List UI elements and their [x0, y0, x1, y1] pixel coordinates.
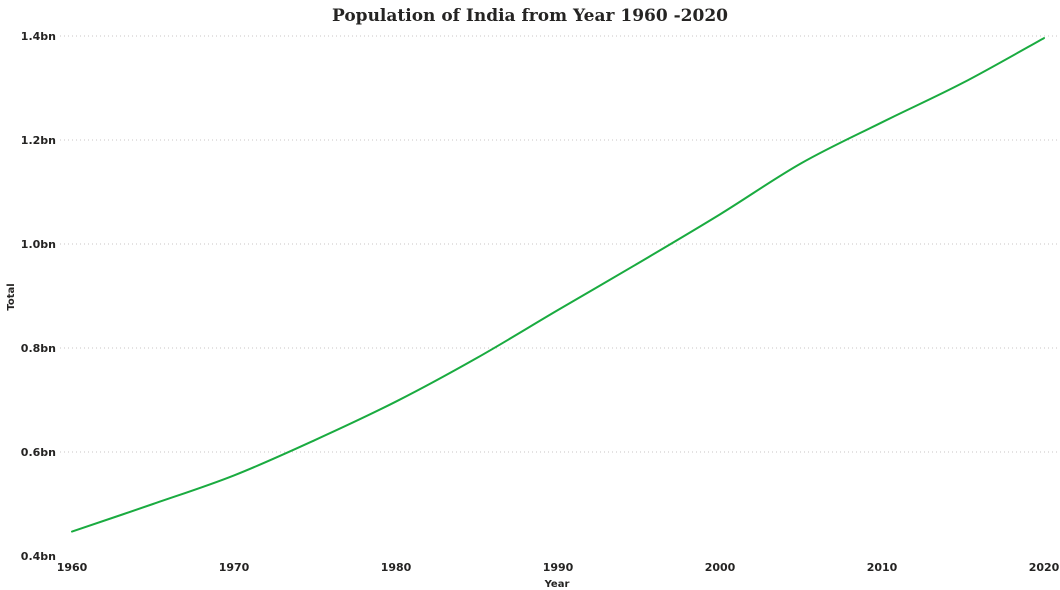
- x-tick-label: 1980: [381, 561, 412, 574]
- y-tick-label: 0.6bn: [21, 446, 56, 459]
- plot-area: [71, 37, 1045, 533]
- x-axis-ticks: 1960 1970 1980 1990 2000 2010 2020: [57, 561, 1060, 574]
- population-line: [71, 37, 1045, 533]
- y-axis-ticks: 0.4bn 0.6bn 0.8bn 1.0bn 1.2bn 1.4bn: [21, 30, 56, 563]
- y-tick-label: 1.0bn: [21, 238, 56, 251]
- y-axis-title: Total: [6, 283, 17, 310]
- x-tick-label: 1970: [219, 561, 250, 574]
- x-tick-label: 1960: [57, 561, 88, 574]
- x-tick-label: 1990: [543, 561, 574, 574]
- x-tick-label: 2020: [1029, 561, 1060, 574]
- y-tick-label: 0.4bn: [21, 550, 56, 563]
- x-tick-label: 2010: [867, 561, 898, 574]
- y-tick-label: 1.2bn: [21, 134, 56, 147]
- y-tick-label: 0.8bn: [21, 342, 56, 355]
- chart-title: Population of India from Year 1960 -2020: [332, 6, 728, 26]
- y-tick-label: 1.4bn: [21, 30, 56, 43]
- x-tick-label: 2000: [705, 561, 736, 574]
- x-axis-title: Year: [544, 579, 570, 590]
- gridlines: [60, 35, 1058, 453]
